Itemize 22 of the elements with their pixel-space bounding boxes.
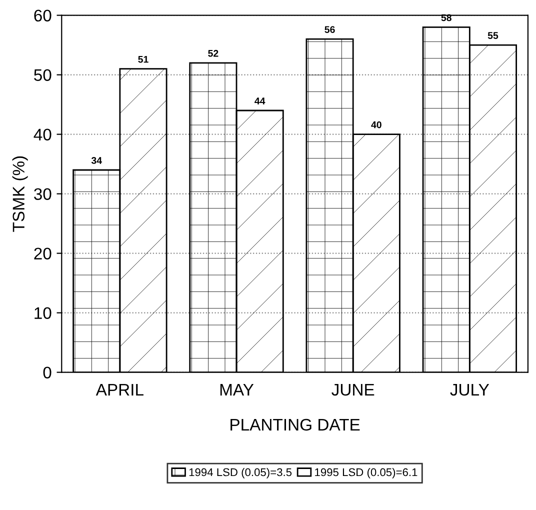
y-tick-label: 30 — [34, 188, 52, 200]
legend-label: 1994 LSD (0.05)=3.5 — [189, 468, 292, 478]
x-tick-label: MAY — [220, 384, 254, 396]
x-tick-label: JUNE — [332, 384, 374, 396]
x-tick-label: JULY — [450, 384, 490, 396]
y-tick-label: 20 — [34, 248, 52, 260]
x-tick-label: APRIL — [96, 384, 144, 396]
data-label: 52 — [208, 50, 218, 57]
data-label: 51 — [138, 56, 148, 63]
y-tick-label: 60 — [34, 10, 52, 22]
y-tick-label: 40 — [34, 128, 52, 141]
y-tick-label: 10 — [34, 307, 52, 320]
legend-label: 1995 LSD (0.05)=6.1 — [315, 468, 418, 478]
y-tick-label: 50 — [34, 69, 52, 82]
y-axis-title: TSMK (%) — [12, 156, 28, 232]
data-label: 56 — [324, 26, 335, 34]
data-label: 44 — [254, 98, 266, 104]
x-axis-title: PLANTING DATE — [230, 418, 360, 431]
data-label: 34 — [91, 157, 102, 164]
data-label: 55 — [488, 32, 498, 39]
y-tick-label: 0 — [43, 366, 52, 379]
data-label: 40 — [371, 121, 382, 128]
